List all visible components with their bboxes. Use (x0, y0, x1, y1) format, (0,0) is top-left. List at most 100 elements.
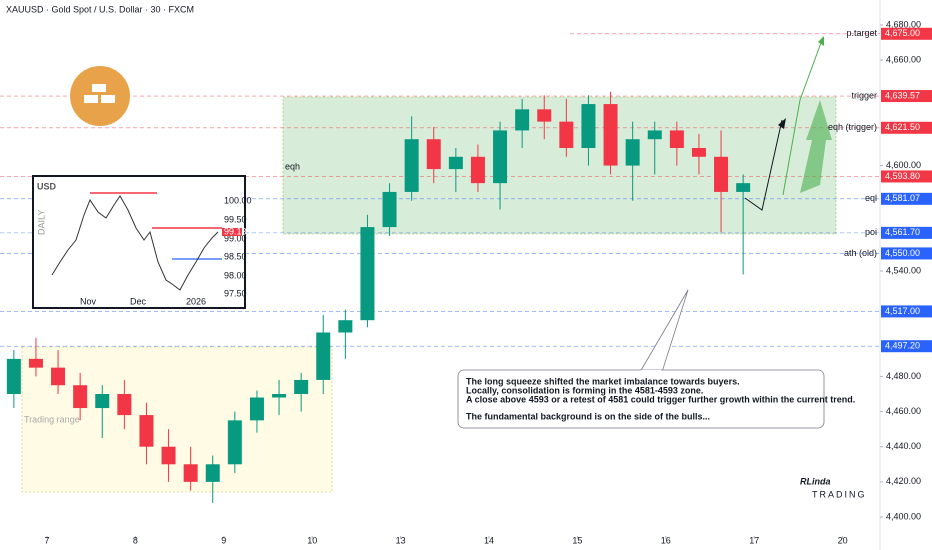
level-price-label: 4,561.70 (885, 227, 920, 237)
candle-body (360, 227, 375, 321)
level-name: ath (old) (844, 248, 877, 258)
consolidation-zone (282, 96, 837, 235)
annotation-line: The fundamental background is on the sid… (466, 411, 710, 421)
y-tick-label: 4,680.00 (886, 19, 921, 29)
candle-body (448, 156, 463, 170)
candle-body (227, 420, 242, 465)
level-price-label: 4,639.57 (885, 90, 920, 100)
candle-body (294, 379, 309, 394)
level-price-label: 4,581.07 (885, 193, 920, 203)
candle-body (205, 464, 220, 482)
inset-y-label: 98.50 (224, 251, 247, 261)
projection-path (782, 39, 823, 196)
candle-body (470, 156, 485, 184)
inset-y-label: 99.50 (224, 214, 247, 224)
x-tick-label: 7 (44, 535, 49, 545)
level-price-box (881, 121, 932, 134)
candle-body (338, 320, 353, 333)
inset-x-label: Dec (130, 296, 147, 306)
candle-body (736, 183, 751, 192)
inset-x-label: Nov (80, 296, 97, 306)
level-name: trigger (851, 90, 877, 100)
candle-body (714, 156, 729, 192)
inset-x-label: 2026 (186, 296, 206, 306)
level-name: poi (865, 227, 877, 237)
candle-body (625, 139, 640, 166)
candle-body (426, 139, 441, 170)
level-price-box (881, 192, 932, 205)
level-price-box (881, 340, 932, 353)
zone-label: eqh (285, 161, 300, 171)
x-tick-label: 20 (838, 535, 848, 545)
y-tick-label: 4,420.00 (886, 476, 921, 486)
candle-body (581, 104, 596, 148)
arrow-head (778, 118, 786, 129)
level-price-box (881, 90, 932, 103)
x-tick-label: 14 (484, 535, 494, 545)
candle-body (183, 464, 198, 482)
logo: RLinda (800, 476, 831, 486)
candle-body (73, 385, 88, 409)
projection-path (744, 119, 783, 211)
inset-frame (32, 175, 246, 309)
projection-arrow (800, 100, 832, 193)
level-name: eqh (trigger) (828, 122, 877, 132)
level-price-label: 4,550.00 (885, 248, 920, 258)
level-name: eql (865, 193, 877, 203)
inset-y-label: 98.00 (224, 270, 247, 280)
y-tick-label: 4,400.00 (886, 511, 921, 521)
inset-axis-label: DAILY (36, 210, 46, 235)
level-price-label: 4,621.50 (885, 122, 920, 132)
candle-body (272, 394, 287, 398)
candle-body (647, 130, 662, 140)
inset-y-label: 99.00 (224, 233, 247, 243)
candle-body (117, 394, 132, 416)
x-tick-label: 9 (221, 535, 226, 545)
candle-body (493, 130, 508, 184)
candle-body (316, 332, 331, 380)
x-tick-label: 13 (396, 535, 406, 545)
inset-title: USD (37, 181, 57, 191)
annotation-line: Locally, consolidation is forming in the… (466, 385, 703, 395)
candle-body (603, 104, 618, 166)
gold-bar (84, 95, 98, 103)
chart-title: XAUUSD · Gold Spot / U.S. Dollar · 30 · … (6, 4, 194, 14)
candle-body (139, 415, 154, 447)
inset-price-box (222, 228, 242, 236)
range-zone (21, 346, 333, 493)
candle-body (95, 394, 110, 409)
inset-price-label: 99.13 (224, 226, 247, 236)
level-price-label: 4,675.00 (885, 28, 920, 38)
candle-body (691, 148, 706, 157)
arrow-head (818, 36, 824, 46)
candle-body (249, 397, 264, 421)
candle-body (559, 121, 574, 148)
candle-body (161, 446, 176, 465)
gold-bar (101, 95, 115, 103)
level-price-box (881, 27, 932, 40)
annotation-line: The long squeeze shifted the market imba… (466, 376, 740, 386)
inset-y-label: 100.00 (224, 195, 252, 205)
y-tick-label: 4,480.00 (886, 371, 921, 381)
inset-price-line (51, 195, 219, 291)
candle-body (6, 358, 21, 394)
y-tick-label: 4,660.00 (886, 55, 921, 65)
x-tick-label: 8 (133, 535, 138, 545)
annotation-line: A close above 4593 or a retest of 4581 c… (466, 394, 855, 404)
x-tick-label: 17 (749, 535, 759, 545)
plot: p.target trigger eqh (trigger) eql poi ath (o… (0, 28, 880, 503)
inset-y-label: 97.50 (224, 288, 247, 298)
y-tick-label: 4,600.00 (886, 160, 921, 170)
y-tick-label: 4,460.00 (886, 406, 921, 416)
level-price-box (881, 247, 932, 260)
level-price-label: 4,497.20 (885, 341, 920, 351)
level-price-label: 4,593.80 (885, 171, 920, 181)
candle-body (515, 109, 530, 131)
level-price-box (881, 226, 932, 239)
x-tick-label: 15 (572, 535, 582, 545)
gold-bar (92, 84, 106, 92)
level-price-box (881, 170, 932, 183)
candle-body (669, 130, 684, 148)
y-tick-label: 4,440.00 (886, 441, 921, 451)
